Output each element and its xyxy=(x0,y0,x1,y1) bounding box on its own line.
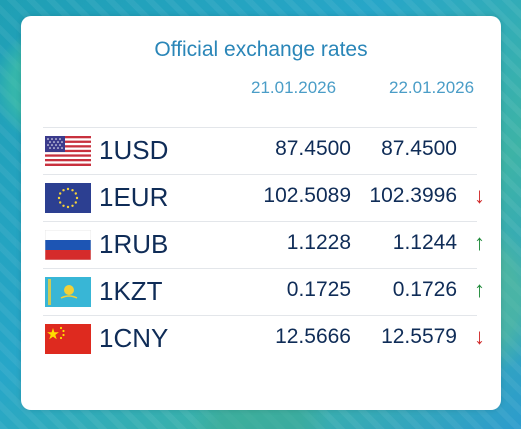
arrow-down-icon: ↓ xyxy=(474,183,485,208)
rate-row-kzt: 1KZT 0.1725 0.1726 ↑ xyxy=(43,268,485,315)
rate-value-date1: 12.5666 xyxy=(275,325,351,348)
rate-value-date2: 1.1244 xyxy=(392,231,457,254)
arrow-up-icon: ↑ xyxy=(474,230,485,255)
arrow-down-icon: ↓ xyxy=(474,324,485,349)
rate-row-rub: 1RUB 1.1228 1.1244 ↑ xyxy=(43,221,485,268)
currency-code: 1EUR xyxy=(99,182,169,212)
currency-code: 1RUB xyxy=(99,229,169,259)
rate-row-usd: 1USD 87.4500 87.4500 xyxy=(43,127,477,174)
currency-code: 1USD xyxy=(99,135,169,165)
rate-value-date2: 12.5579 xyxy=(381,325,457,348)
currency-code: 1CNY xyxy=(99,323,169,353)
us-flag-icon xyxy=(45,136,91,166)
date-column-2: 22.01.2026 xyxy=(389,78,475,97)
card-title: Official exchange rates xyxy=(154,38,368,61)
rate-value-date2: 0.1726 xyxy=(392,278,457,301)
rate-value-date1: 102.5089 xyxy=(263,184,351,207)
rate-row-eur: 1EUR 102.5089 102.3996 ↓ xyxy=(43,174,485,221)
rate-row-cny: 1CNY 12.5666 12.5579 ↓ xyxy=(43,315,485,362)
date-column-1: 21.01.2026 xyxy=(251,78,337,97)
rate-value-date1: 0.1725 xyxy=(286,278,351,301)
cn-flag-icon xyxy=(45,324,91,354)
rate-value-date2: 102.3996 xyxy=(369,184,457,207)
rate-value-date2: 87.4500 xyxy=(381,137,457,160)
arrow-up-icon: ↑ xyxy=(474,277,485,302)
currency-code: 1KZT xyxy=(99,276,163,306)
rate-value-date1: 87.4500 xyxy=(275,137,351,160)
eu-flag-icon xyxy=(45,183,91,213)
kz-flag-icon xyxy=(45,277,91,307)
rate-value-date1: 1.1228 xyxy=(286,231,351,254)
exchange-rates-card: Official exchange rates 21.01.2026 22.01… xyxy=(21,16,501,410)
ru-flag-icon xyxy=(45,230,91,260)
